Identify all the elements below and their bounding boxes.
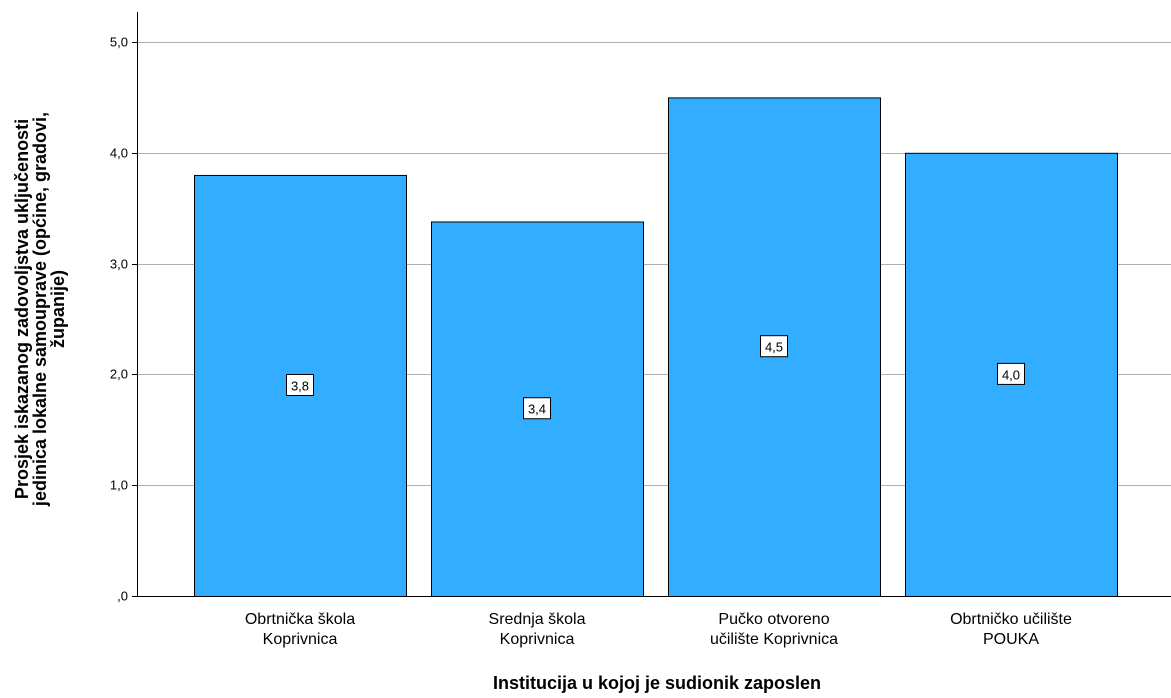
y-tick-label: 5,0 [110,35,128,50]
x-axis-title: Institucija u kojoj je sudionik zaposlen [493,673,821,693]
y-axis-title: Prosjek iskazanog zadovoljstva uključeno… [12,112,68,507]
x-axis-categories: Obrtnička škola Koprivnica Srednja škola Ko… [245,611,1072,648]
y-axis-ticks: ,0 1,0 2,0 3,0 4,0 5,0 [110,35,137,604]
data-label-box [286,373,314,396]
y-tick-label: ,0 [117,589,128,604]
data-label: 3,8 [286,373,314,396]
x-tick-label: Obrtničko učilište POUKA [950,611,1072,648]
y-tick-label: 3,0 [110,257,128,272]
bars [194,97,1118,598]
data-labels: 3,8 3,4 4,5 4,0 [286,335,1025,420]
y-tick-label: 2,0 [110,367,128,382]
y-tick-label: 4,0 [110,146,128,161]
x-tick-label: Srednja škola Koprivnica [489,611,586,648]
data-label: 3,4 [523,397,551,420]
data-label: 4,5 [760,335,788,358]
data-label-text: 3,8 [291,378,309,393]
data-label-box [760,335,788,358]
data-label: 4,0 [997,362,1025,385]
data-label-text: 4,0 [1002,367,1020,382]
x-tick-label: Obrtnička škola Koprivnica [245,611,355,648]
data-label-text: 3,4 [528,402,546,417]
x-tick-label: Pučko otvoreno učilište Koprivnica [710,611,838,648]
data-label-box [523,397,551,420]
data-label-text: 4,5 [765,340,783,355]
y-tick-label: 1,0 [110,478,128,493]
data-label-box [997,362,1025,385]
